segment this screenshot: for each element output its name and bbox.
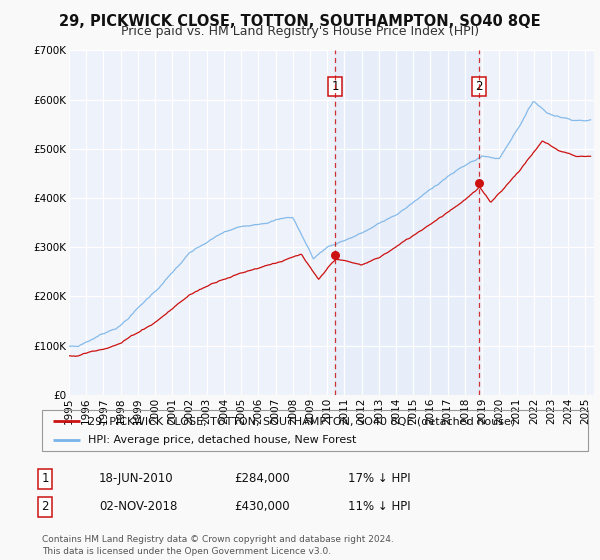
Text: 2: 2 xyxy=(41,500,49,514)
Text: £430,000: £430,000 xyxy=(234,500,290,514)
Text: 18-JUN-2010: 18-JUN-2010 xyxy=(99,472,173,486)
Text: 02-NOV-2018: 02-NOV-2018 xyxy=(99,500,178,514)
Text: 11% ↓ HPI: 11% ↓ HPI xyxy=(348,500,410,514)
Text: 1: 1 xyxy=(41,472,49,486)
Text: 17% ↓ HPI: 17% ↓ HPI xyxy=(348,472,410,486)
Text: £284,000: £284,000 xyxy=(234,472,290,486)
Text: 2: 2 xyxy=(476,80,483,93)
Text: Contains HM Land Registry data © Crown copyright and database right 2024.
This d: Contains HM Land Registry data © Crown c… xyxy=(42,535,394,556)
Bar xyxy=(335,50,479,395)
Text: HPI: Average price, detached house, New Forest: HPI: Average price, detached house, New … xyxy=(88,435,357,445)
Text: 1: 1 xyxy=(331,80,339,93)
Text: 29, PICKWICK CLOSE, TOTTON, SOUTHAMPTON, SO40 8QE: 29, PICKWICK CLOSE, TOTTON, SOUTHAMPTON,… xyxy=(59,14,541,29)
Text: Price paid vs. HM Land Registry's House Price Index (HPI): Price paid vs. HM Land Registry's House … xyxy=(121,25,479,38)
Text: 29, PICKWICK CLOSE, TOTTON, SOUTHAMPTON, SO40 8QE (detached house): 29, PICKWICK CLOSE, TOTTON, SOUTHAMPTON,… xyxy=(88,417,515,426)
